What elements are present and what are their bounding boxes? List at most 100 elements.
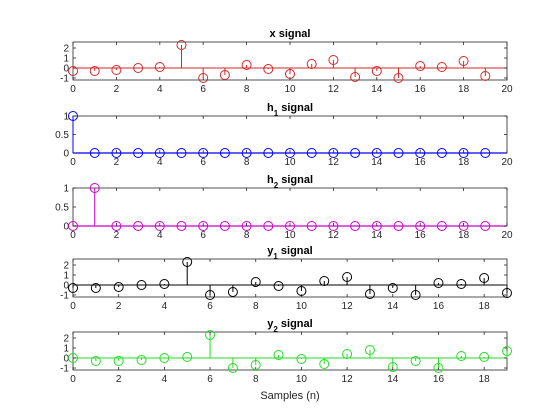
- y-tick-label: 0.5: [55, 130, 69, 141]
- stem-marker: [285, 221, 295, 231]
- x-tick-label: 2: [116, 374, 122, 385]
- x-tick-label: 10: [284, 84, 296, 95]
- stem-marker: [133, 221, 144, 231]
- stem-marker: [342, 272, 353, 282]
- x-tick-label: 14: [371, 157, 383, 168]
- x-tick-label: 10: [296, 374, 308, 385]
- x-tick-label: 18: [458, 84, 470, 95]
- stem-marker: [433, 363, 444, 373]
- stem-marker: [415, 61, 426, 71]
- y-tick-label: -1: [60, 364, 69, 375]
- stem-marker: [198, 221, 209, 231]
- stem-marker: [436, 148, 447, 158]
- x-tick-label: 2: [114, 157, 120, 168]
- stem-marker: [479, 352, 490, 362]
- stem-marker: [364, 289, 375, 299]
- axes-box: [72, 258, 508, 298]
- subplot-title: h2 signal: [267, 174, 313, 190]
- x-tick-label: 0: [70, 157, 76, 168]
- x-tick-label: 0: [70, 301, 76, 312]
- stem-marker: [480, 71, 491, 81]
- stem-marker: [371, 221, 382, 231]
- stem-marker: [480, 148, 491, 158]
- stem-marker: [415, 221, 426, 231]
- x-tick-label: 0: [70, 374, 76, 385]
- x-tick-label: 10: [296, 301, 308, 312]
- stem-marker: [350, 148, 361, 158]
- stem-marker: [136, 280, 147, 290]
- y-tick-label: -1: [60, 74, 69, 85]
- y-tick-label: 2: [63, 44, 69, 55]
- x-tick-label: 4: [162, 374, 168, 385]
- x-tick-label: 18: [479, 374, 491, 385]
- subplot-title: y1 signal: [267, 245, 312, 261]
- x-tick-label: 4: [157, 157, 163, 168]
- y-tick-label: 1: [63, 344, 69, 355]
- y-tick-label: 1: [63, 271, 69, 282]
- stem-marker: [219, 70, 230, 80]
- stem-marker: [176, 148, 187, 158]
- stem-marker: [90, 356, 101, 366]
- stem-marker: [68, 111, 78, 121]
- stem-marker: [458, 148, 469, 158]
- stem-marker: [393, 148, 404, 158]
- stem-marker: [502, 346, 512, 356]
- y-tick-label: 0: [63, 354, 69, 365]
- y-tick-label: 0: [63, 222, 69, 233]
- x-tick-label: 20: [501, 84, 513, 95]
- stem-marker: [159, 353, 170, 363]
- stem-marker: [89, 66, 100, 76]
- stem-marker: [436, 62, 447, 72]
- x-tick-label: 8: [253, 301, 259, 312]
- x-tick-label: 6: [200, 84, 206, 95]
- stem-marker: [433, 278, 444, 288]
- stem-marker: [241, 148, 252, 158]
- stem-marker: [319, 359, 330, 369]
- stem-marker: [415, 148, 426, 158]
- y-tick-label: 0.5: [55, 203, 69, 214]
- subplot-title: x signal: [270, 28, 311, 40]
- stem-marker: [205, 290, 216, 300]
- stem-marker: [328, 221, 339, 231]
- stem-marker: [89, 148, 100, 158]
- x-tick-label: 2: [116, 301, 122, 312]
- stem-marker: [176, 221, 187, 231]
- x-tick-label: 14: [371, 84, 383, 95]
- stem-marker: [198, 148, 209, 158]
- stem-marker: [306, 221, 317, 231]
- stem-marker: [387, 362, 398, 372]
- x-tick-label: 10: [284, 157, 296, 168]
- stem-marker: [410, 290, 421, 300]
- subplot-title: h1 signal: [267, 102, 313, 118]
- stem-marker: [480, 221, 491, 231]
- stem-marker: [263, 148, 274, 158]
- y-tick-label: 1: [63, 184, 69, 195]
- x-tick-label: 12: [342, 374, 354, 385]
- y-tick-label: 1: [63, 54, 69, 65]
- x-tick-label: 12: [342, 301, 354, 312]
- x-tick-label: 10: [284, 230, 296, 241]
- stem-marker: [273, 281, 284, 291]
- axes-box: [72, 331, 508, 371]
- stem-marker: [306, 59, 317, 69]
- stem-marker: [456, 279, 467, 289]
- x-tick-label: 18: [458, 230, 470, 241]
- stem-marker: [350, 72, 361, 82]
- stem-marker: [111, 221, 122, 231]
- x-tick-label: 4: [157, 84, 163, 95]
- stem-marker: [159, 279, 170, 289]
- x-tick-label: 8: [244, 157, 250, 168]
- x-tick-label: 6: [207, 374, 213, 385]
- stem-marker: [342, 349, 353, 359]
- axes-box: [72, 115, 508, 154]
- x-tick-label: 14: [387, 374, 399, 385]
- x-tick-label: 0: [70, 84, 76, 95]
- stem-marker: [113, 356, 124, 366]
- stem-marker: [176, 40, 187, 50]
- x-tick-label: 2: [114, 84, 120, 95]
- stem-marker: [205, 330, 216, 340]
- stem-marker: [227, 363, 238, 373]
- y-tick-label: 2: [63, 261, 69, 272]
- stem-marker: [68, 353, 78, 363]
